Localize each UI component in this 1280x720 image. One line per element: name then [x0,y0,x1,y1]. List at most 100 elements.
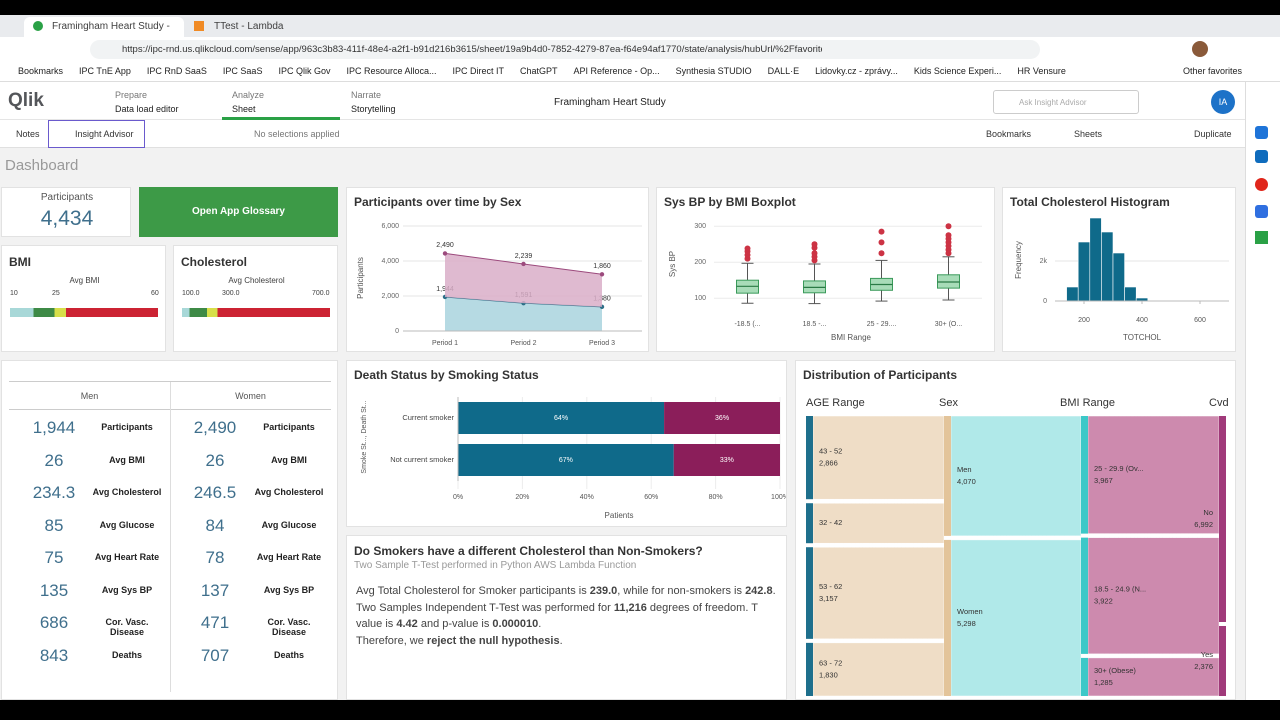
sidebar-icon[interactable] [1255,231,1268,244]
node-value: 3,157 [819,594,838,603]
avatar[interactable]: IA [1211,90,1235,114]
nav-item[interactable]: Narrate Storytelling [351,90,396,114]
table-value: 707 [200,645,230,665]
address-bar[interactable] [90,40,1040,59]
bookmark[interactable]: IPC Direct IT [452,66,505,76]
x-tick-label: 600 [1194,317,1206,324]
bookmark[interactable]: ChatGPT [520,66,558,76]
y-tick-label: 0 [1043,298,1047,305]
bookmark[interactable]: IPC Qlik Gov [278,66,331,76]
bar [1089,217,1102,302]
node-label: Men [957,465,972,474]
tab-strip [0,15,1280,37]
bookmark[interactable]: Other favorites [1183,66,1243,76]
nav-item[interactable]: Analyze Sheet [232,90,264,114]
gauge-bar [182,308,330,317]
nav-label: Prepare [115,90,148,100]
glossary-button[interactable]: Open App Glossary [139,187,338,237]
text-segment: , while for non-smokers is [617,585,746,597]
duplicate-button[interactable]: Duplicate [1194,129,1232,139]
value-label: 1,860 [593,263,611,270]
bookmark[interactable]: Lidovky.cz - zprávy... [815,66,898,76]
gauge-tick: 60 [151,290,159,297]
column-header: Sex [939,397,958,409]
bookmark[interactable]: HR Vensure [1017,66,1066,76]
outlier [811,241,818,248]
table-label: Cor. Vasc. Disease [105,617,149,637]
bookmark[interactable]: DALL·E [767,66,800,76]
bookmark[interactable]: IPC TnE App [79,66,131,76]
paragraph: Therefore, we reject the null hypothesis… [356,633,781,650]
bookmark[interactable]: IPC Resource Alloca... [346,66,437,76]
node-value: 5,298 [957,619,976,628]
value-label: 64% [554,415,568,422]
table-value: 471 [200,613,230,632]
bar [1066,286,1079,302]
search-box[interactable] [993,90,1139,114]
table-panel: Men Women 1,944 Participants 2,490 Particip… [1,360,338,700]
node-value: 2,866 [819,459,838,468]
boxplot-panel: Sys BP by BMI Boxplot Sys BP BMI Range 1… [656,187,995,352]
bar [1112,252,1125,302]
sheets-button[interactable]: Sheets [1074,129,1103,139]
bookmark[interactable]: Synthesia STUDIO [675,66,752,76]
node-label: 32 - 42 [819,518,842,527]
point [521,261,526,267]
table-label: Avg Glucose [261,519,317,530]
node-label: No [1203,508,1213,517]
table-value: 234.3 [32,483,76,502]
insight-button[interactable]: Insight Advisor [75,129,134,139]
bookmark[interactable]: IPC RnD SaaS [146,66,207,76]
app-title[interactable]: Framingham Heart Study [554,97,666,108]
browser-tab[interactable]: TTest - Lambda [214,21,284,32]
x-tick-label: 200 [1078,317,1090,324]
bar [1124,286,1137,302]
table-label: Avg Heart Rate [94,552,160,562]
table-divider [170,382,171,692]
column-header: AGE Range [806,397,865,409]
x-tick-label: 60% [644,494,658,501]
bookmarks-button[interactable]: Bookmarks [986,129,1032,139]
bar [1101,231,1114,302]
chart-title: Total Cholesterol Histogram [1010,195,1170,209]
bookmark[interactable]: Bookmarks [18,66,64,76]
gauge-subtitle: Avg BMI [69,276,100,285]
chart-title: Participants over time by Sex [354,195,522,209]
sidebar-icon[interactable] [1255,126,1268,139]
y-tick-label: 300 [694,223,706,230]
nav-label: Narrate [351,90,382,100]
profile-picture[interactable] [1192,41,1208,57]
bookmark[interactable]: Kids Science Experi... [913,66,1002,76]
text-segment: . [559,634,563,647]
bookmark[interactable]: API Reference - Op... [573,66,660,76]
x-axis-label: BMI Range [831,333,872,342]
sidebar-icon[interactable] [1255,150,1268,163]
sidebar-icon[interactable] [1255,205,1268,218]
table-value: 246.5 [193,483,237,502]
node-value: 2,376 [1194,662,1213,671]
browser-tab[interactable]: Framingham Heart Study - Dashb [24,17,184,52]
y-tick-label: Current smoker [402,413,454,422]
outlier [878,250,885,257]
notes-button[interactable]: Notes [16,129,40,139]
nav-sub: Storytelling [351,104,396,114]
gauge-subtitle: Avg Cholesterol [228,276,285,285]
sidebar-icon[interactable] [1255,178,1268,191]
insight-button-frame[interactable] [48,120,145,148]
boxplot: Sys BP by BMI Boxplot Sys BP BMI Range 1… [664,195,982,342]
node [806,547,813,639]
nav-item[interactable]: Prepare Data load editor [115,90,179,114]
table-value: 85 [44,515,64,535]
gauge-tick: 700.0 [312,290,330,297]
histogram-panel: Total Cholesterol Histogram Frequency TO… [1002,187,1236,352]
logo[interactable]: Qlik [8,90,44,111]
text-segment: Avg Total Cholesterol for Smoker partici… [356,585,590,597]
node-label: Women [957,607,983,616]
text-segment: and p-value is [417,618,493,630]
gauge-tick: 25 [52,290,60,297]
table-value: 75 [44,548,64,567]
table-label: Avg Sys BP [101,584,153,595]
node [1219,625,1226,696]
bookmark[interactable]: IPC SaaS [222,66,263,76]
histogram: Total Cholesterol Histogram Frequency TO… [1010,195,1229,342]
